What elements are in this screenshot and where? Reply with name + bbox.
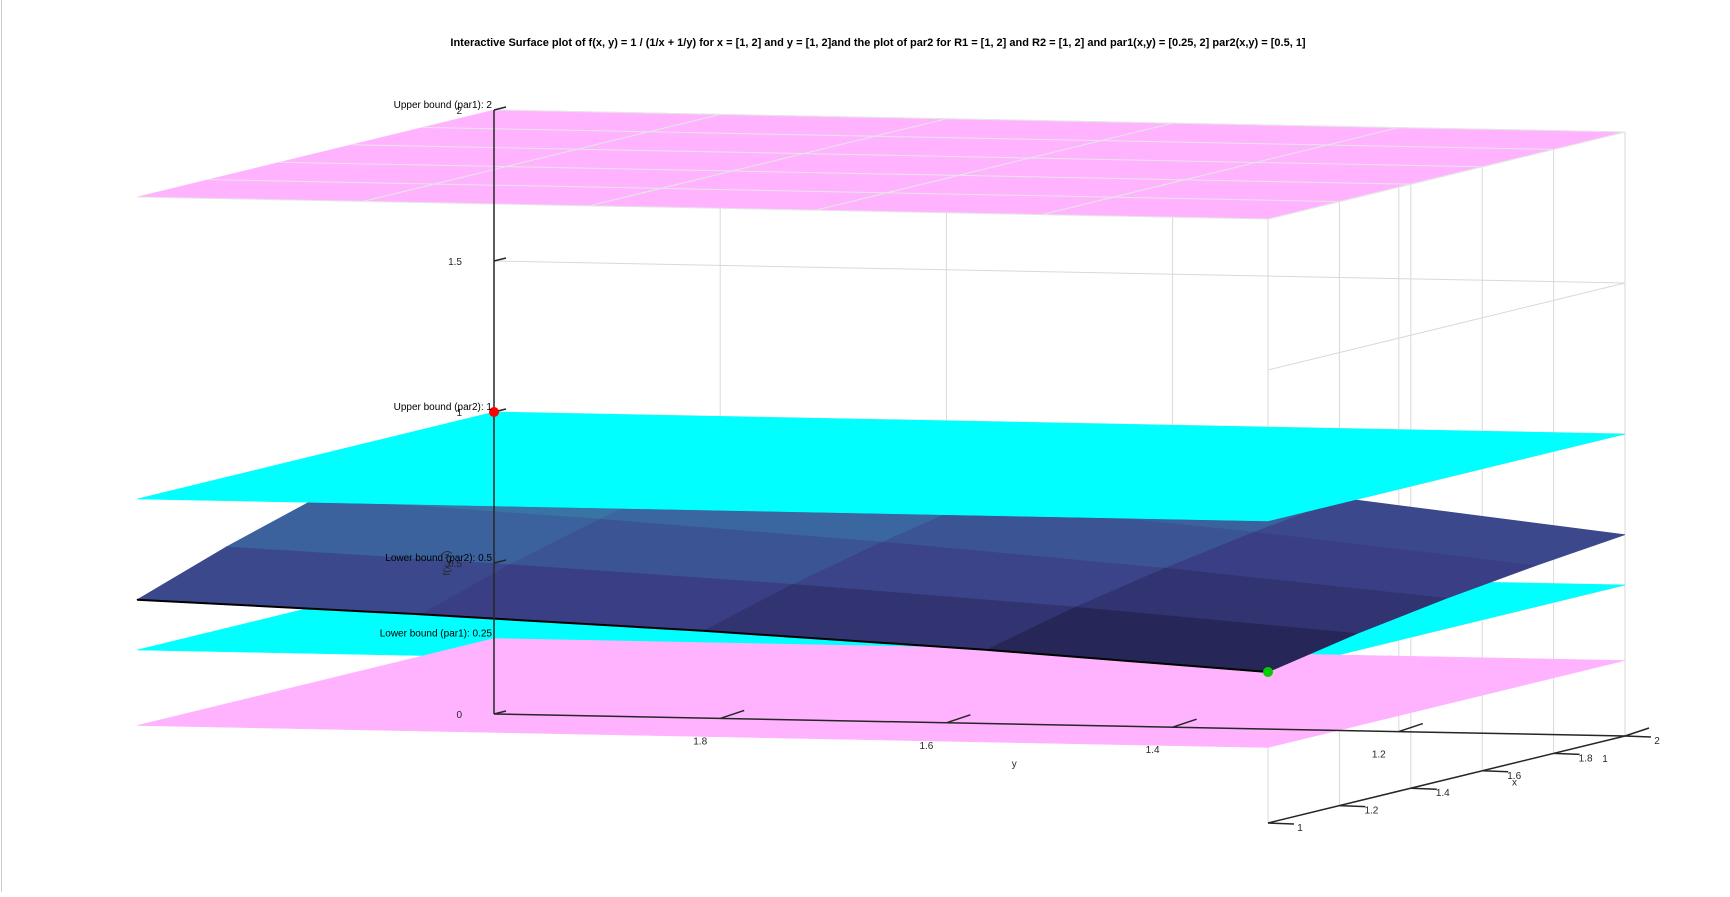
plane-label-4: Lower bound (par1): 0.25: [380, 629, 493, 640]
top-plane-mesh-line: [589, 118, 947, 207]
plane-label-3: Lower bound (par2): 0.5: [385, 553, 492, 564]
y-tick-mark: [1172, 718, 1197, 728]
y-tick-mark: [946, 714, 971, 724]
y-tick-label: 1: [1602, 754, 1608, 765]
chart-title: Interactive Surface plot of f(x, y) = 1 …: [450, 37, 1306, 49]
z-tick-label: 0: [456, 710, 462, 721]
x-tick-label: 1: [1297, 823, 1303, 834]
x-tick-label: 1.8: [1579, 753, 1593, 764]
top-plane-mesh-line: [815, 122, 1173, 211]
y-tick-label: 1.6: [919, 741, 933, 752]
upper-planes-layer: [136, 109, 1626, 522]
point-marker-2: [1263, 667, 1273, 677]
z-tick-mark: [493, 106, 507, 111]
z-tick-label: 1.5: [448, 257, 462, 268]
top-plane-mesh-line: [1041, 127, 1399, 216]
y-tick-label: 1.8: [693, 736, 707, 747]
z-tick-label: 2: [456, 106, 462, 117]
x-axis-line: [1267, 735, 1626, 824]
axes-layer: 0 0.5 1 1.5 2 1.8 1.6 1.4 1.2 1 1 1.2 1.4 1.6 1.8 2: [448, 106, 1660, 834]
z-tick-label: 1: [456, 408, 462, 419]
y-tick-label: 1.4: [1146, 745, 1160, 756]
x-tick-mark: [1267, 822, 1295, 825]
top-plane-mesh-line: [351, 144, 1483, 168]
z-tick-label: 0.5: [448, 559, 462, 570]
label-layer: Upper bound (par1): 2 Upper bound (par2):…: [380, 100, 1517, 789]
top-plane-mesh-line: [279, 161, 1411, 185]
x-tick-mark: [1553, 752, 1580, 756]
x-tick-label: 2: [1654, 736, 1660, 747]
top-plane-mesh-line: [363, 113, 721, 202]
marker-layer: [489, 407, 1273, 677]
z-axis-label: f(x, y): [442, 551, 453, 576]
y-axis-line: [493, 713, 1626, 737]
x-axis-label: x: [1512, 778, 1517, 789]
plane-label-2: Upper bound (par2): 1: [394, 402, 493, 413]
top-plane-mesh-line: [422, 126, 1554, 150]
top-plane-mesh-line: [208, 179, 1340, 203]
x-tick-label: 1.6: [1507, 771, 1521, 782]
y-tick-mark: [719, 709, 745, 720]
x-tick-mark: [1410, 787, 1437, 790]
y-tick-mark: [1398, 722, 1424, 733]
top-plane-mesh-line: [136, 196, 1269, 220]
z-tick-mark: [493, 559, 507, 564]
point-marker-1: [489, 407, 499, 417]
top-plane-mesh-line: [1267, 131, 1626, 220]
bound-plane-2: [136, 411, 1626, 522]
x-tick-label: 1.4: [1436, 788, 1450, 799]
z-tick-mark: [493, 257, 507, 262]
x-tick-mark: [1482, 770, 1509, 773]
grid-line-side-z: [1267, 282, 1626, 371]
y-axis-label: y: [1012, 759, 1017, 770]
plane-label-1: Upper bound (par1): 2: [394, 100, 493, 111]
y-tick-label: 1.2: [1372, 750, 1386, 761]
y-tick-mark: [1624, 727, 1650, 737]
surface-front-edge: [136, 598, 1269, 673]
grid-line-back-z: [493, 260, 1626, 284]
x-tick-mark: [1339, 804, 1366, 808]
top-plane-mesh-line: [493, 109, 1626, 133]
x-tick-label: 1.2: [1364, 806, 1378, 817]
x-tick-mark: [1624, 735, 1652, 738]
